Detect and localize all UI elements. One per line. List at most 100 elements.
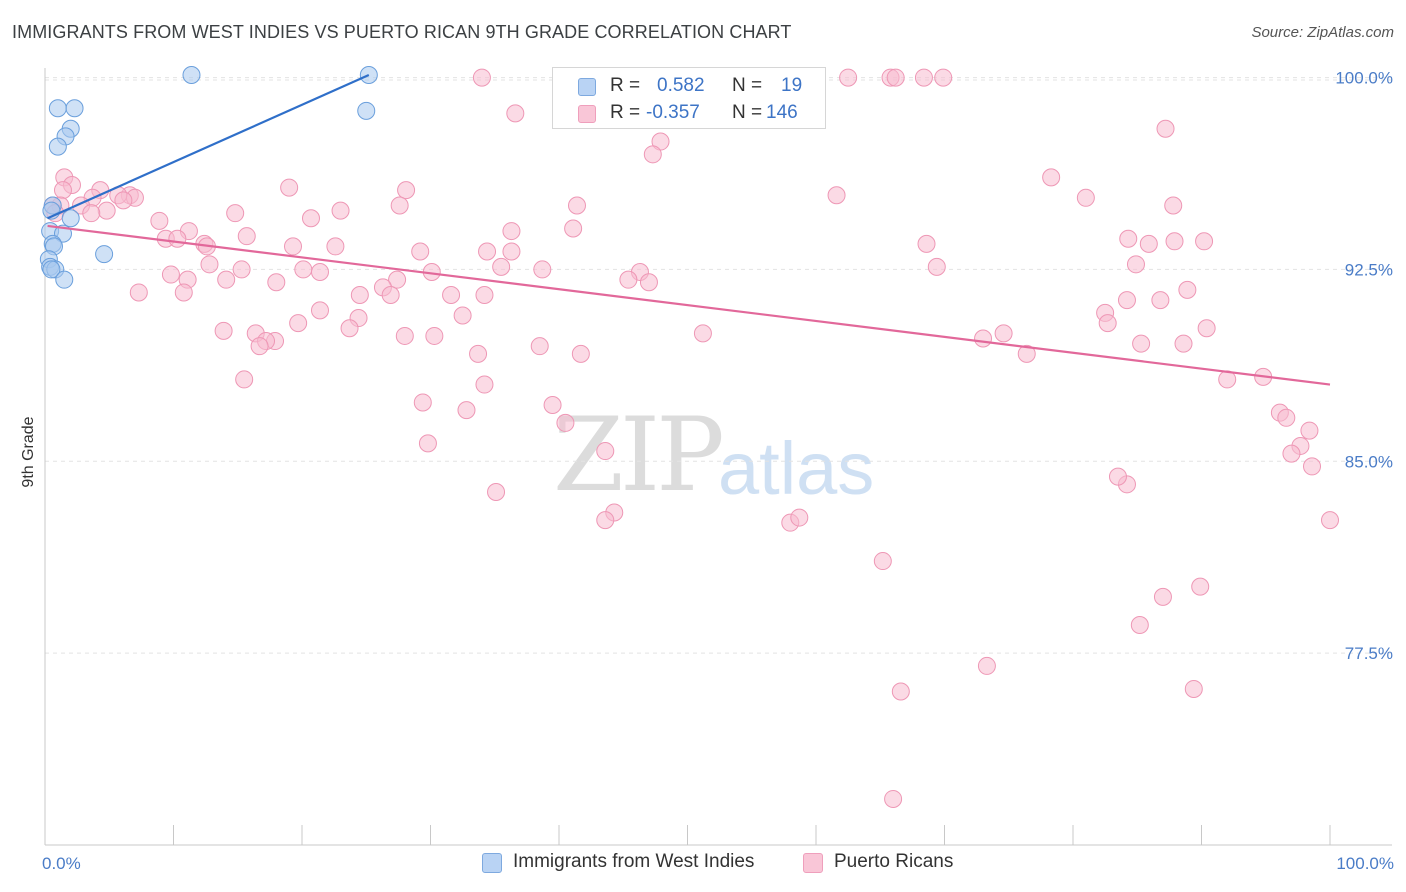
pink-data-point — [1076, 188, 1095, 207]
blue-data-point — [182, 66, 201, 85]
pink-data-point — [114, 191, 133, 210]
grid-lines — [45, 77, 1392, 654]
y-tick-label: 77.5% — [1345, 644, 1393, 663]
pink-data-point — [917, 234, 936, 253]
pink-data-point — [1119, 229, 1138, 248]
pink-data-point — [619, 270, 638, 289]
pink-data-point — [388, 270, 407, 289]
blue-data-point — [48, 137, 67, 156]
x-tick-label: 0.0% — [42, 854, 81, 873]
watermark-zip: ZIP — [553, 396, 725, 515]
pink-data-point — [413, 393, 432, 412]
pink-data-point — [891, 682, 910, 701]
pink-data-point — [1195, 232, 1214, 251]
blue-data-point — [65, 99, 84, 118]
blue-data-point — [48, 99, 67, 118]
correlation-legend: R = 0.582 N = 19 R = -0.357 N = 146 — [552, 67, 826, 129]
pink-data-point — [1153, 587, 1172, 606]
pink-data-point — [226, 204, 245, 223]
pink-data-point — [284, 237, 303, 256]
pink-data-point — [1174, 334, 1193, 353]
y-tick-label: 100.0% — [1335, 69, 1393, 88]
blue-data-point — [42, 260, 61, 279]
legend-row-pink: R = -0.357 N = 146 — [553, 100, 825, 128]
tick-labels: 77.5% 85.0% 92.5% 100.0% 0.0% 100.0% 9th Grade — [20, 69, 1394, 873]
pink-data-point — [533, 260, 552, 279]
pink-data-point — [567, 196, 586, 215]
pink-data-point — [1132, 334, 1151, 353]
pink-data-point — [200, 255, 219, 274]
pink-data-point — [1303, 457, 1322, 476]
pink-data-point — [839, 68, 858, 87]
pink-data-point — [395, 326, 414, 345]
pink-data-point — [994, 324, 1013, 343]
legend-swatch-pink — [578, 105, 596, 123]
blue-data-point — [357, 101, 376, 120]
pink-data-point — [502, 222, 521, 241]
pink-data-point — [934, 68, 953, 87]
legend-row-blue: R = 0.582 N = 19 — [553, 73, 825, 101]
pink-data-point — [1277, 408, 1296, 427]
pink-data-point — [506, 104, 525, 123]
pink-data-point — [310, 301, 329, 320]
pink-data-point — [340, 319, 359, 338]
pink-data-point — [250, 337, 269, 356]
pink-data-point — [331, 201, 350, 220]
pink-data-point — [927, 257, 946, 276]
y-tick-label: 85.0% — [1345, 452, 1393, 471]
pink-data-point — [1164, 196, 1183, 215]
pink-data-point — [543, 396, 562, 415]
pink-data-point — [884, 789, 903, 808]
pink-data-point — [472, 68, 491, 87]
pink-data-point — [790, 508, 809, 527]
axes — [44, 68, 1392, 846]
pink-data-point — [1197, 319, 1216, 338]
pink-data-point — [1184, 679, 1203, 698]
pink-data-point — [596, 511, 615, 530]
blue-data-point — [55, 270, 74, 289]
pink-data-point — [294, 260, 313, 279]
pink-data-point — [280, 178, 299, 197]
pink-data-point — [214, 321, 233, 340]
pink-data-point — [390, 196, 409, 215]
pink-data-point — [310, 262, 329, 281]
pink-data-point — [1151, 291, 1170, 310]
pink-data-point — [53, 181, 72, 200]
pink-data-point — [571, 344, 590, 363]
source-label: Source: ZipAtlas.com — [1251, 24, 1394, 41]
pink-data-point — [82, 204, 101, 223]
pink-data-point — [974, 329, 993, 348]
pink-data-point — [1165, 232, 1184, 251]
pink-data-point — [1300, 421, 1319, 440]
pink-data-point — [97, 201, 116, 220]
pink-data-point — [1017, 344, 1036, 363]
pink-data-point — [530, 337, 549, 356]
pink-data-point — [1098, 314, 1117, 333]
legend-r-label: R = — [610, 102, 641, 123]
pink-data-point — [492, 257, 511, 276]
bottom-legend-label-pink: Puerto Ricans — [834, 851, 954, 872]
puerto-ricans-points — [43, 68, 1339, 808]
pink-data-point — [1156, 119, 1175, 138]
pink-data-point — [914, 68, 933, 87]
pink-data-point — [639, 273, 658, 292]
pink-data-point — [350, 286, 369, 305]
pink-trend-line — [47, 224, 1331, 386]
pink-data-point — [469, 344, 488, 363]
pink-data-point — [267, 273, 286, 292]
pink-data-point — [1282, 444, 1301, 463]
pink-data-point — [487, 482, 506, 501]
watermark-atlas: atlas — [718, 427, 875, 510]
pink-data-point — [232, 260, 251, 279]
pink-data-point — [502, 242, 521, 261]
legend-n-label: N = — [732, 75, 763, 96]
pink-data-point — [442, 286, 461, 305]
legend-n-value: 146 — [766, 102, 798, 123]
pink-data-point — [129, 283, 148, 302]
pink-data-point — [418, 434, 437, 453]
pink-data-point — [326, 237, 345, 256]
pink-data-point — [873, 552, 892, 571]
blue-data-point — [61, 209, 80, 228]
pink-data-point — [886, 68, 905, 87]
pink-data-point — [1130, 616, 1149, 635]
